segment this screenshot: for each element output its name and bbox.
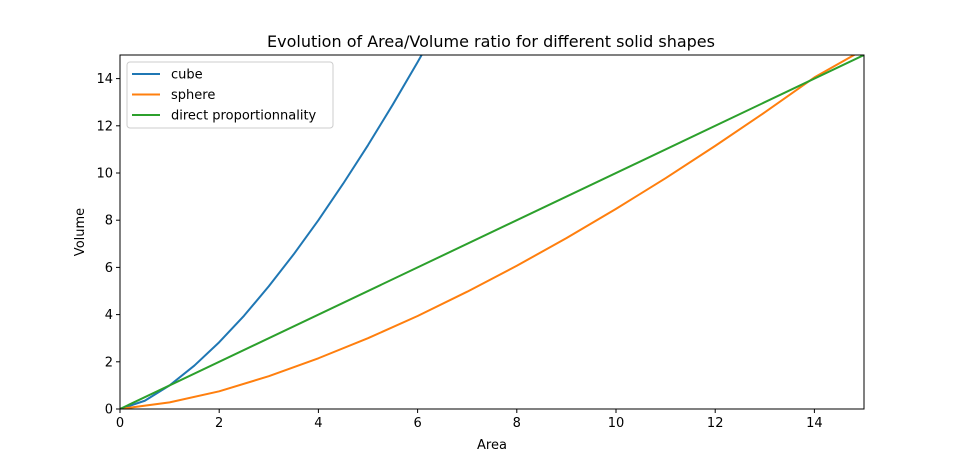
legend-label-0: cube (171, 68, 203, 83)
x-tick-label: 4 (314, 416, 322, 431)
series-line-2 (120, 55, 864, 409)
y-axis: 0 2 4 6 8 10 12 14 (96, 72, 120, 418)
legend-label-1: sphere (171, 88, 215, 103)
y-axis-label: Volume (73, 208, 88, 256)
x-tick-label: 14 (806, 416, 823, 431)
y-tick-label: 12 (96, 119, 113, 134)
y-tick-label: 10 (96, 167, 113, 182)
series-layer (120, 55, 864, 409)
legend: cube sphere direct proportionnality (126, 61, 334, 129)
x-tick-label: 8 (513, 416, 521, 431)
x-axis-label: Area (477, 438, 507, 453)
x-tick-label: 6 (413, 416, 421, 431)
x-tick-label: 10 (608, 416, 625, 431)
series-line-0 (120, 55, 423, 409)
y-tick-label: 14 (96, 72, 113, 87)
series-line-1 (120, 55, 856, 409)
x-tick-label: 12 (707, 416, 724, 431)
x-tick-label: 0 (116, 416, 124, 431)
plot-frame (119, 54, 865, 410)
y-tick-label: 2 (105, 355, 113, 370)
y-tick-label: 4 (105, 308, 113, 323)
y-tick-label: 0 (105, 403, 113, 418)
chart-title: Evolution of Area/Volume ratio for diffe… (267, 32, 715, 51)
y-tick-label: 6 (105, 261, 113, 276)
x-axis: 0 2 4 6 8 10 12 14 (116, 409, 823, 431)
x-tick-label: 2 (215, 416, 223, 431)
legend-box (126, 61, 334, 129)
y-tick-label: 8 (105, 214, 113, 229)
legend-label-2: direct proportionnality (171, 109, 317, 124)
